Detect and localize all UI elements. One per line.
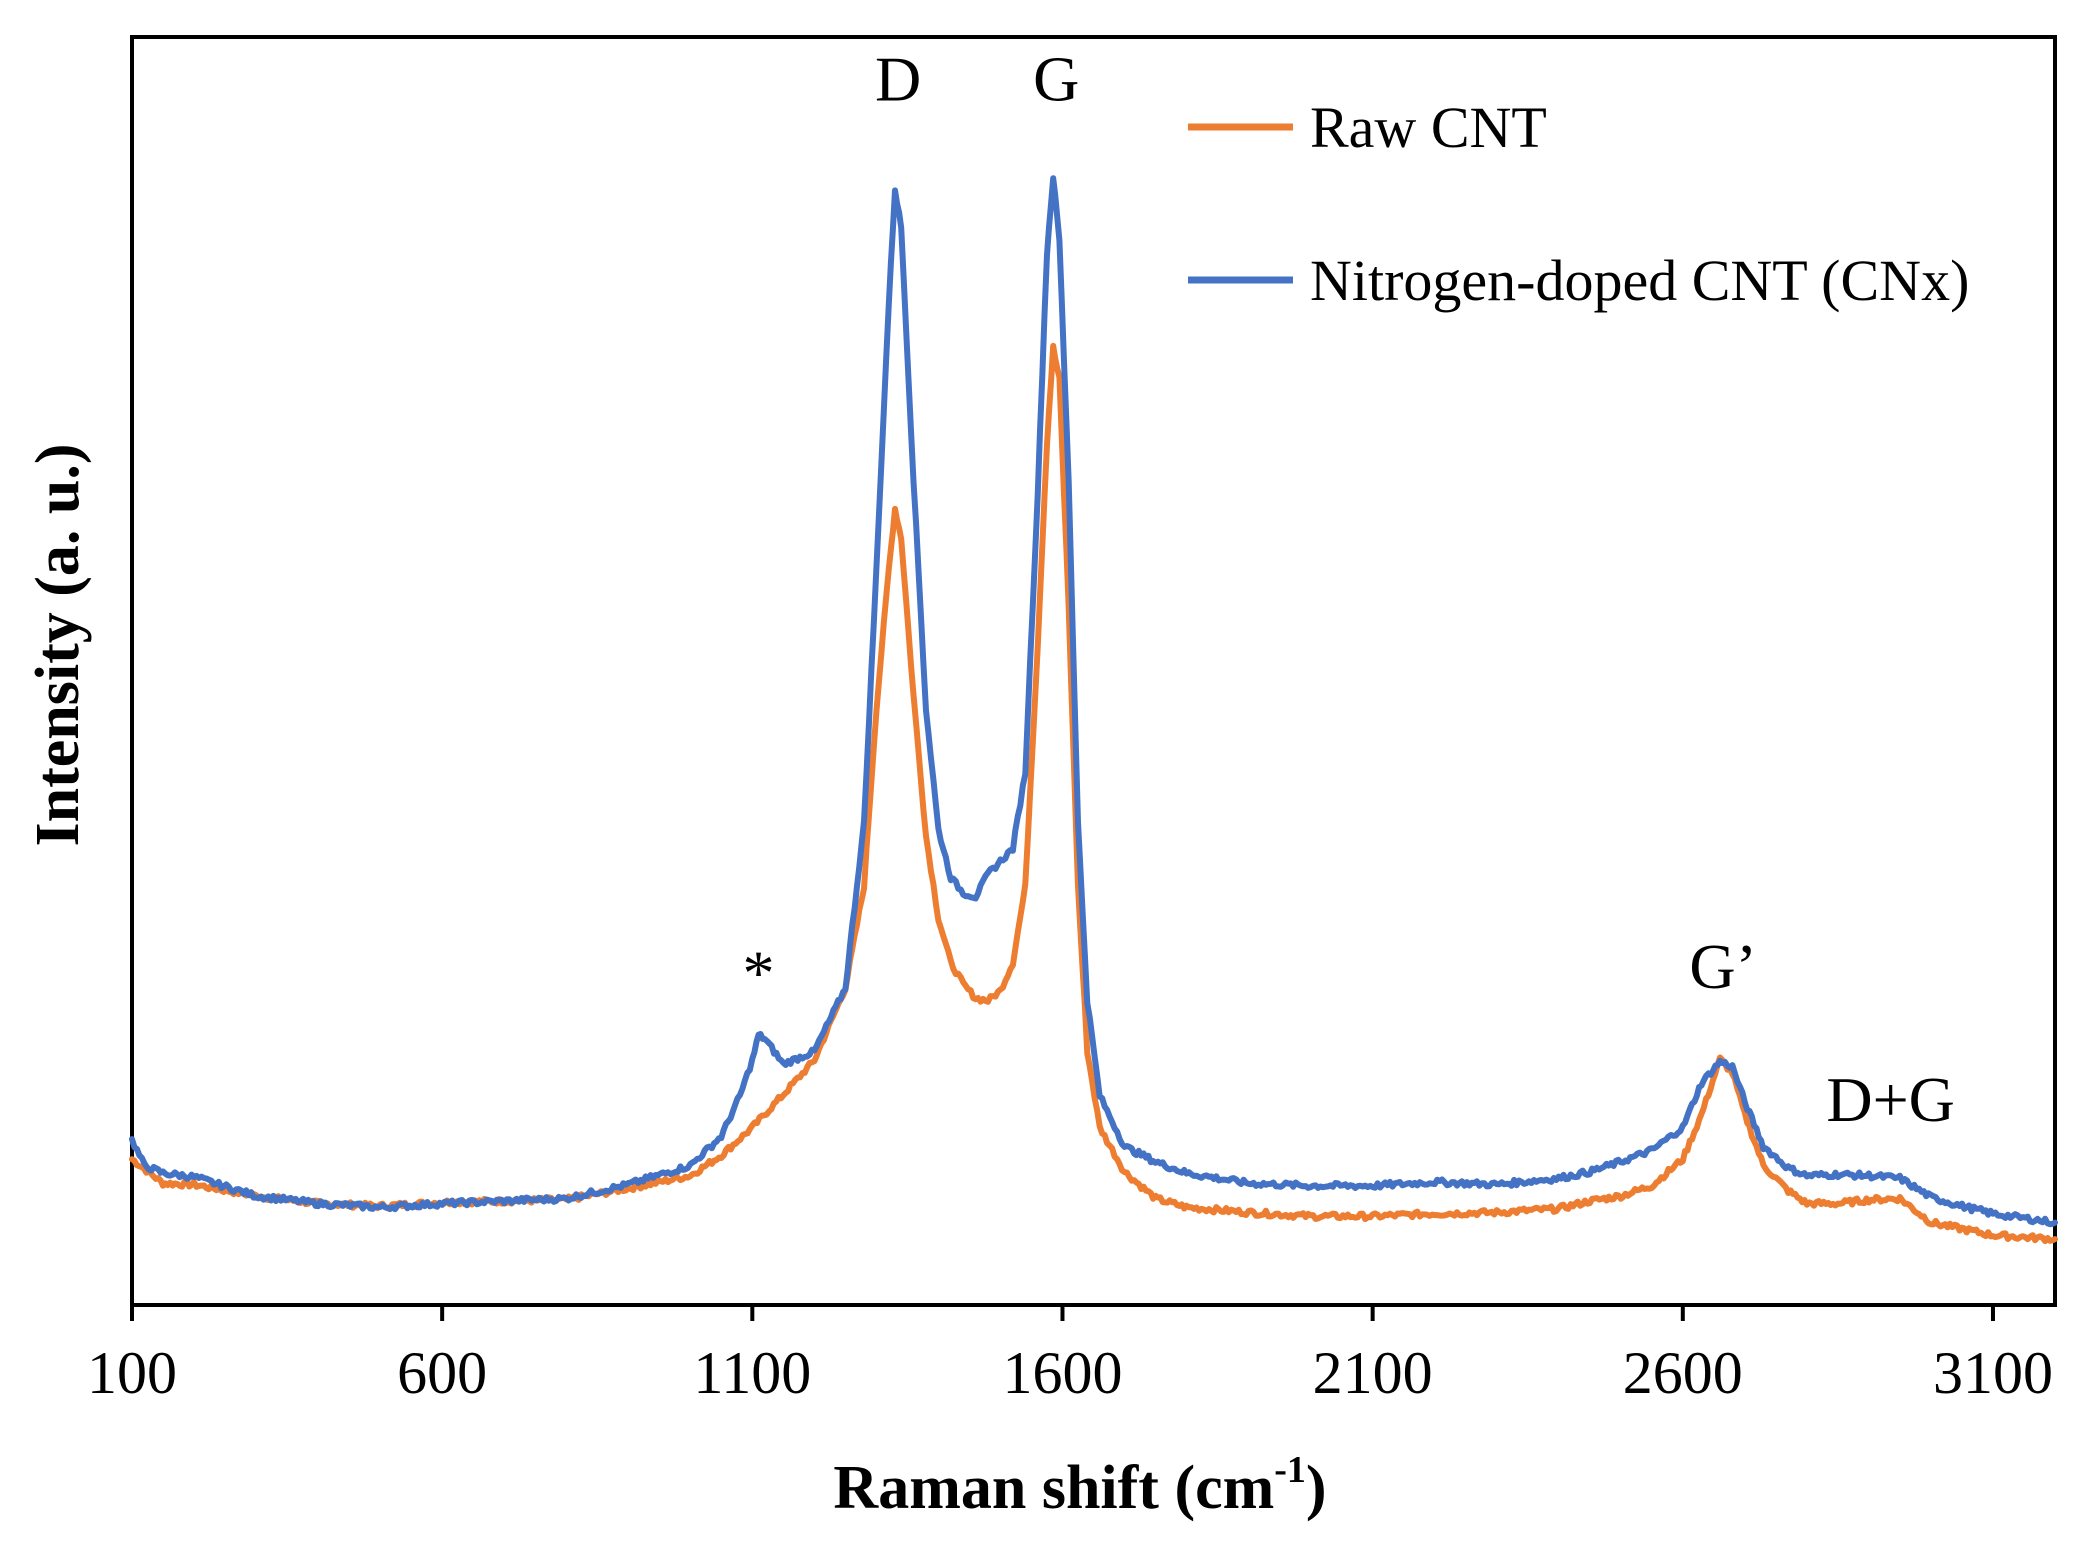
y-axis-title: Intensity (a. u.) [24,443,92,846]
x-tick-label-2100: 2100 [1313,1340,1433,1406]
x-axis-title-superscript: -1 [1274,1449,1306,1491]
x-axis-tick-labels: 100 600 1100 1600 2100 2600 3100 [87,1340,2053,1406]
x-axis-ticks [130,1305,1995,1321]
x-tick-label-2600: 2600 [1623,1340,1743,1406]
annotation-1: G [1033,43,1079,114]
annotation-0: D [875,43,921,114]
x-tick-label-1600: 1600 [1002,1340,1122,1406]
annotation-3: G’ [1689,931,1757,1002]
legend-label-cnx: Nitrogen-doped CNT (CNx) [1310,248,1969,313]
legend: Raw CNT Nitrogen-doped CNT (CNx) [1188,95,1969,313]
series-line-1 [129,175,2058,1228]
x-tick-label-100: 100 [87,1340,177,1406]
series-lines [129,175,2058,1245]
annotation-2: * [743,937,775,1008]
x-tick-label-600: 600 [397,1340,487,1406]
x-axis-title-main: Raman shift (cm [833,1454,1274,1522]
x-tick-label-1100: 1100 [693,1340,811,1406]
x-axis-title: Raman shift (cm-1) [833,1449,1326,1522]
peak-annotations: D G * G’ D+G [743,43,1955,1135]
x-axis-title-close: ) [1306,1454,1327,1522]
plot-frame [130,35,2057,1307]
x-tick-label-3100: 3100 [1933,1340,2053,1406]
legend-label-raw-cnt: Raw CNT [1310,95,1547,160]
annotation-4: D+G [1826,1064,1955,1135]
